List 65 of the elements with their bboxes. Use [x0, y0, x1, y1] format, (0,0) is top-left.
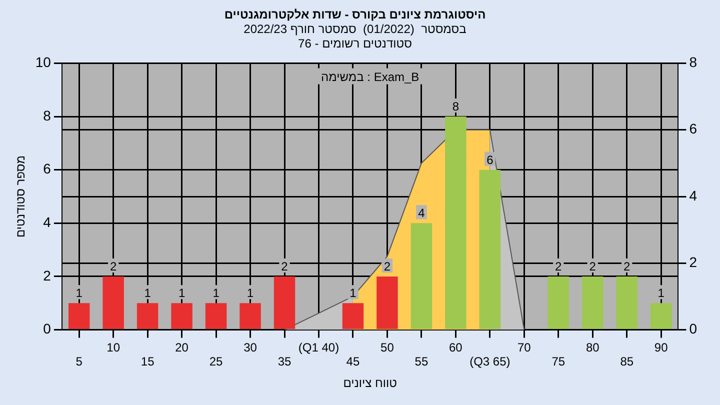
bar	[410, 223, 432, 330]
x-tick-label: 70	[517, 340, 532, 354]
x-tick-label: 10	[106, 340, 120, 354]
x-tick-label: (Q3 65)	[470, 354, 510, 369]
bar	[582, 276, 604, 330]
y2-tick-label: 2	[689, 254, 698, 270]
x-tick-label: 45	[346, 354, 360, 369]
x-tick-label: 90	[654, 340, 668, 354]
annotation: במשימה : Exam_B	[321, 70, 420, 84]
bar	[240, 303, 261, 330]
y-tick-label: 2	[43, 267, 52, 284]
y-tick-label: 10	[35, 54, 52, 70]
data-label: 1	[178, 286, 186, 300]
x-tick-label: 85	[620, 354, 634, 369]
x-tick-label: 55	[414, 354, 428, 369]
bar	[205, 303, 227, 330]
x-tick-label: 20	[175, 340, 189, 354]
x-tick-label: (Q1 40)	[298, 340, 340, 354]
y2-tick-label: 6	[689, 120, 698, 137]
data-label: 1	[212, 286, 220, 300]
y2-tick-label: 0	[689, 320, 698, 337]
y-axis-title: מספר סטודנטים	[14, 155, 28, 238]
bar	[616, 276, 638, 330]
data-label: 1	[658, 286, 665, 300]
data-label: 2	[110, 259, 117, 274]
data-label: 2	[384, 259, 391, 274]
data-label: 1	[246, 286, 254, 300]
bar	[136, 303, 158, 330]
bar	[548, 276, 569, 330]
bar	[102, 276, 124, 330]
data-label: 2	[281, 259, 288, 274]
x-tick-label: 80	[586, 340, 600, 354]
bar	[650, 303, 672, 330]
bar	[376, 276, 398, 330]
y2-tick-label: 8	[689, 54, 698, 70]
x-tick-label: 75	[552, 354, 566, 369]
bar	[68, 303, 90, 330]
x-tick-label: 5	[76, 354, 83, 369]
y-tick-label: 4	[43, 214, 52, 230]
x-axis-title: טווח ציונים	[343, 376, 398, 390]
chart-subtitle: בסמסטר (01/2022) סמסטר חורף 2022/23 סטודנטים רשומים - 76	[244, 22, 466, 50]
data-label: 1	[76, 286, 83, 300]
bar	[171, 303, 192, 330]
bar	[445, 116, 466, 330]
data-label: 2	[589, 259, 596, 274]
y-tick-label: 8	[43, 107, 52, 124]
x-tick-label: 50	[380, 340, 394, 354]
y-tick-label: 6	[43, 160, 52, 177]
data-label: 6	[486, 152, 494, 167]
x-tick-label: 25	[209, 354, 224, 369]
data-label: 1	[144, 286, 152, 300]
y2-tick-label: 4	[689, 187, 698, 204]
data-label: 8	[452, 100, 460, 114]
data-label: 4	[418, 206, 426, 220]
x-tick-label: 60	[449, 340, 463, 354]
data-label: 1	[350, 286, 357, 300]
chart-title: היסטוגרמת ציונים בקורס - שדות אלקטרומגנטיים	[224, 8, 486, 22]
x-tick-label: 15	[140, 354, 155, 369]
bar	[342, 303, 364, 330]
data-label: 2	[555, 259, 562, 274]
bar	[274, 276, 296, 330]
y-tick-label: 0	[43, 320, 52, 337]
x-tick-label: 35	[278, 354, 292, 369]
x-tick-label: 30	[244, 340, 258, 354]
data-label: 2	[624, 259, 631, 274]
